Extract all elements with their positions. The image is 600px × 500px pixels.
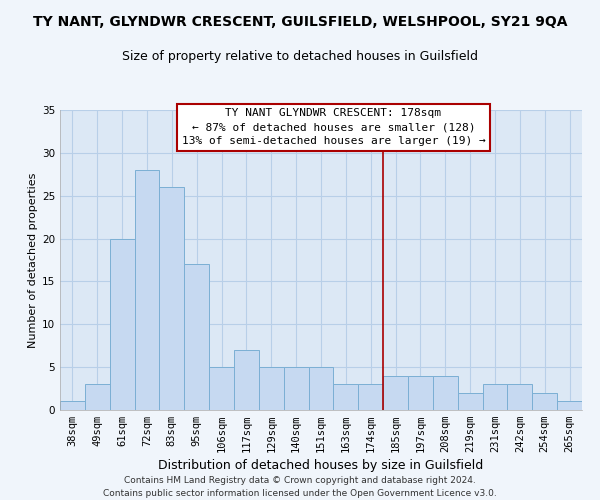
Bar — [334, 384, 358, 410]
Bar — [60, 402, 85, 410]
Bar — [482, 384, 508, 410]
Bar — [508, 384, 532, 410]
Bar — [209, 367, 234, 410]
Bar — [408, 376, 433, 410]
Bar — [110, 238, 134, 410]
Bar — [383, 376, 408, 410]
Bar — [433, 376, 458, 410]
Bar — [557, 402, 582, 410]
Text: Contains HM Land Registry data © Crown copyright and database right 2024.
Contai: Contains HM Land Registry data © Crown c… — [103, 476, 497, 498]
Text: Size of property relative to detached houses in Guilsfield: Size of property relative to detached ho… — [122, 50, 478, 63]
Bar — [234, 350, 259, 410]
Bar — [308, 367, 334, 410]
Bar — [134, 170, 160, 410]
Bar — [85, 384, 110, 410]
Bar — [160, 187, 184, 410]
Bar — [284, 367, 308, 410]
Text: TY NANT, GLYNDWR CRESCENT, GUILSFIELD, WELSHPOOL, SY21 9QA: TY NANT, GLYNDWR CRESCENT, GUILSFIELD, W… — [33, 15, 567, 29]
Bar — [458, 393, 482, 410]
Bar — [259, 367, 284, 410]
Bar — [532, 393, 557, 410]
Bar — [184, 264, 209, 410]
Text: TY NANT GLYNDWR CRESCENT: 178sqm
← 87% of detached houses are smaller (128)
13% : TY NANT GLYNDWR CRESCENT: 178sqm ← 87% o… — [182, 108, 485, 146]
Y-axis label: Number of detached properties: Number of detached properties — [28, 172, 38, 348]
Bar — [358, 384, 383, 410]
X-axis label: Distribution of detached houses by size in Guilsfield: Distribution of detached houses by size … — [158, 460, 484, 472]
